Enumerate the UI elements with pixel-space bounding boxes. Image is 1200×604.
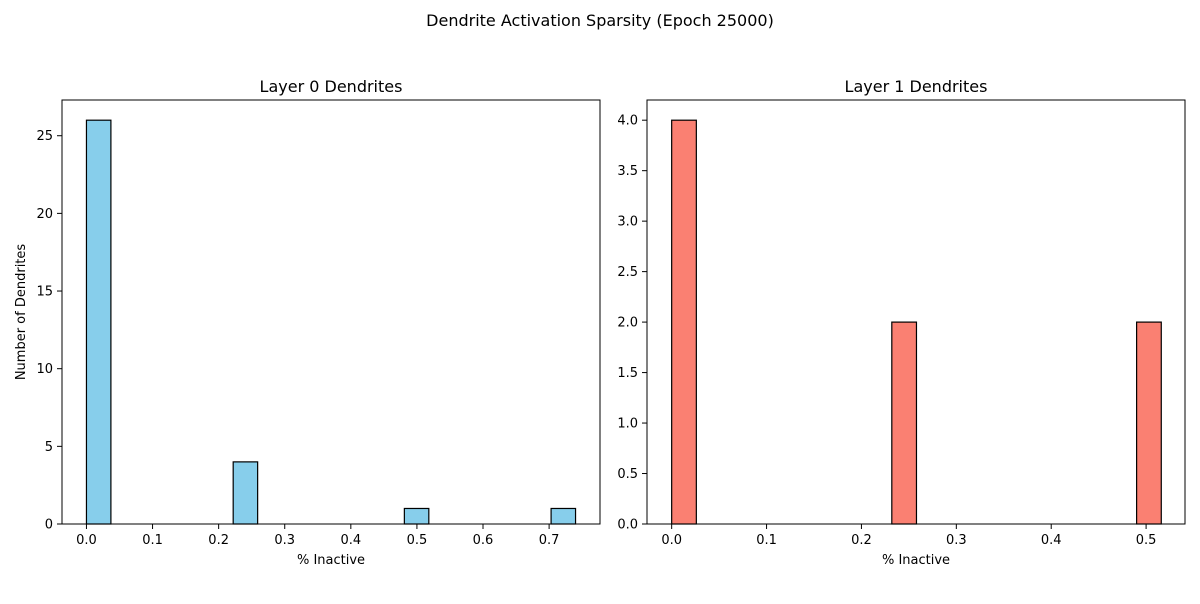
x-tick-label: 0.4 [340,533,361,548]
subplot-title: Layer 0 Dendrites [260,77,403,96]
subplot-layer-0: Layer 0 Dendrites % Inactive Number of D… [14,77,601,568]
y-axis-label: Number of Dendrites [14,244,29,381]
x-tick-label: 0.7 [539,533,560,548]
tick-group: 0.0 0.1 0.2 0.3 0.4 0.5 0.0 0.5 1.0 1.5 2.0 2.5 3.0 3… [617,114,1156,548]
x-tick-label: 0.6 [473,533,494,548]
histogram-bar [550,507,577,525]
histogram-bar [232,461,259,525]
x-tick-label: 0.5 [1136,533,1157,548]
y-tick-label: 0.0 [617,518,638,533]
bar-group [671,119,1162,525]
x-tick-label: 0.2 [851,533,872,548]
x-tick-label: 0.2 [208,533,229,548]
x-tick-label: 0.1 [756,533,777,548]
histogram-bar [891,321,918,525]
y-tick-label: 4.0 [617,114,638,129]
y-tick-label: 25 [36,129,53,144]
histogram-bar [403,507,430,525]
y-tick-label: 10 [36,362,53,377]
x-tick-label: 0.0 [661,533,682,548]
histogram-bar [1136,321,1162,525]
y-tick-label: 5 [45,440,53,455]
x-axis-label: % Inactive [882,553,950,568]
figure-suptitle: Dendrite Activation Sparsity (Epoch 2500… [426,11,774,30]
x-tick-label: 0.3 [946,533,967,548]
y-tick-label: 0 [45,518,53,533]
y-tick-label: 3.0 [617,215,638,230]
y-tick-label: 0.5 [617,467,638,482]
x-tick-label: 0.5 [407,533,428,548]
y-tick-label: 3.5 [617,164,638,179]
histogram-bar [671,119,697,525]
x-tick-label: 0.0 [76,533,97,548]
plot-frame [646,99,1186,525]
y-tick-label: 1.5 [617,366,638,381]
y-tick-label: 20 [36,207,53,222]
x-tick-label: 0.3 [274,533,295,548]
plot-frame [61,99,601,525]
subplot-layer-1: Layer 1 Dendrites % Inactive 0.0 0.1 0.2 0.… [617,77,1186,568]
tick-group: 0.0 0.1 0.2 0.3 0.4 0.5 0.6 0.7 0 5 10 15 20 25 [36,129,559,548]
histogram-bar [85,119,112,525]
x-tick-label: 0.4 [1041,533,1062,548]
y-tick-label: 15 [36,285,53,300]
x-axis-label: % Inactive [297,553,365,568]
y-tick-label: 1.0 [617,417,638,432]
y-tick-label: 2.5 [617,265,638,280]
y-tick-label: 2.0 [617,316,638,331]
x-tick-label: 0.1 [142,533,163,548]
subplot-title: Layer 1 Dendrites [845,77,988,96]
